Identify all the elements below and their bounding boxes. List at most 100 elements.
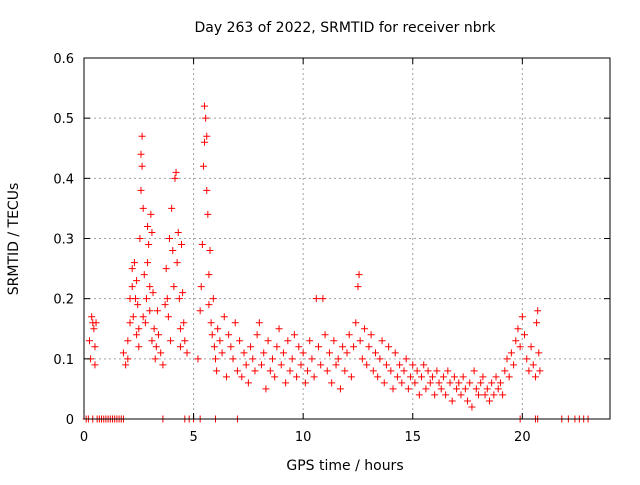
data-point-marker [527,343,535,351]
data-point-marker [389,385,397,393]
data-point-marker [290,331,298,339]
data-point-marker [128,265,136,273]
data-point-marker [499,391,507,399]
data-point-marker [161,301,169,309]
data-point-marker [323,367,331,375]
data-point-marker [137,186,145,194]
data-point-marker [130,259,138,267]
data-point-marker [172,168,180,176]
data-point-marker [183,349,191,357]
data-point-marker [355,271,363,279]
data-point-marker [481,391,489,399]
data-point-marker [179,289,187,297]
data-point-marker [442,391,450,399]
data-point-marker [140,271,148,279]
data-point-marker [174,228,182,236]
data-point-marker [464,397,472,405]
data-point-marker [328,379,336,387]
data-point-marker [124,355,132,363]
data-point-marker [253,331,261,339]
data-point-marker [459,373,467,381]
data-point-marker [122,361,130,369]
data-point-marker [229,355,237,363]
data-point-marker [507,349,515,357]
data-point-marker [144,259,152,267]
data-point-marker [420,361,428,369]
data-point-marker [124,337,132,345]
data-point-marker [90,325,98,333]
data-point-marker [181,337,189,345]
data-point-marker [415,391,423,399]
data-point-marker [339,343,347,351]
data-point-marker [312,295,320,303]
y-tick-label: 0.5 [53,112,74,127]
data-point-marker [167,337,175,345]
data-point-marker [391,349,399,357]
data-point-marker [455,379,463,387]
data-point-marker [374,373,382,381]
data-point-marker [144,222,152,230]
data-point-marker [153,307,161,315]
data-point-marker [435,379,443,387]
data-point-marker [203,186,211,194]
data-point-marker [227,343,235,351]
data-point-marker [536,367,544,375]
data-point-marker [240,349,248,357]
data-point-marker [260,349,268,357]
data-point-marker [461,385,469,393]
data-point-marker [251,367,259,375]
data-point-marker [164,313,172,321]
data-point-marker [138,132,146,140]
data-point-marker [505,373,513,381]
data-point-marker [91,343,99,351]
data-point-marker [212,355,219,363]
data-point-marker [148,228,156,236]
data-point-marker [407,373,415,381]
x-tick-label: 0 [80,430,88,445]
data-point-marker [213,367,221,375]
data-point-marker [363,361,371,369]
data-point-marker [347,373,355,381]
data-point-marker [531,373,539,381]
data-point-marker [264,337,272,345]
data-point-marker [367,331,375,339]
data-point-marker [268,355,276,363]
data-point-marker [180,319,188,327]
data-point-marker [198,241,206,249]
data-point-marker [444,367,452,375]
data-point-marker [477,379,485,387]
data-point-marker [512,337,520,345]
data-point-marker [208,331,216,339]
data-point-marker [275,325,283,333]
data-point-marker [176,343,184,351]
data-point-marker [354,283,362,291]
data-point-marker [139,313,147,321]
data-point-marker [356,337,364,345]
data-point-marker [483,385,491,393]
data-point-marker [380,379,388,387]
data-point-marker [535,349,543,357]
data-point-marker [137,150,145,158]
data-point-marker [129,313,137,321]
data-point-marker [244,379,252,387]
data-point-marker [119,349,127,357]
y-tick-label: 0.2 [53,293,74,308]
data-point-marker [334,355,342,363]
data-point-marker [457,391,465,399]
data-point-marker [301,379,309,387]
data-point-marker [453,385,461,393]
data-point-marker [255,319,263,327]
data-point-marker [361,325,369,333]
data-point-marker [170,283,178,291]
y-axis-label: SRMTID / TECUs [6,183,22,296]
data-point-marker [288,355,296,363]
data-point-marker [376,355,384,363]
y-tick-label: 0.4 [53,172,74,187]
data-point-marker [175,295,183,303]
data-point-marker [196,307,204,315]
data-point-marker [293,373,301,381]
data-point-marker [533,319,541,327]
data-point-marker [171,174,179,182]
data-point-marker [446,379,454,387]
data-point-marker [139,204,147,212]
